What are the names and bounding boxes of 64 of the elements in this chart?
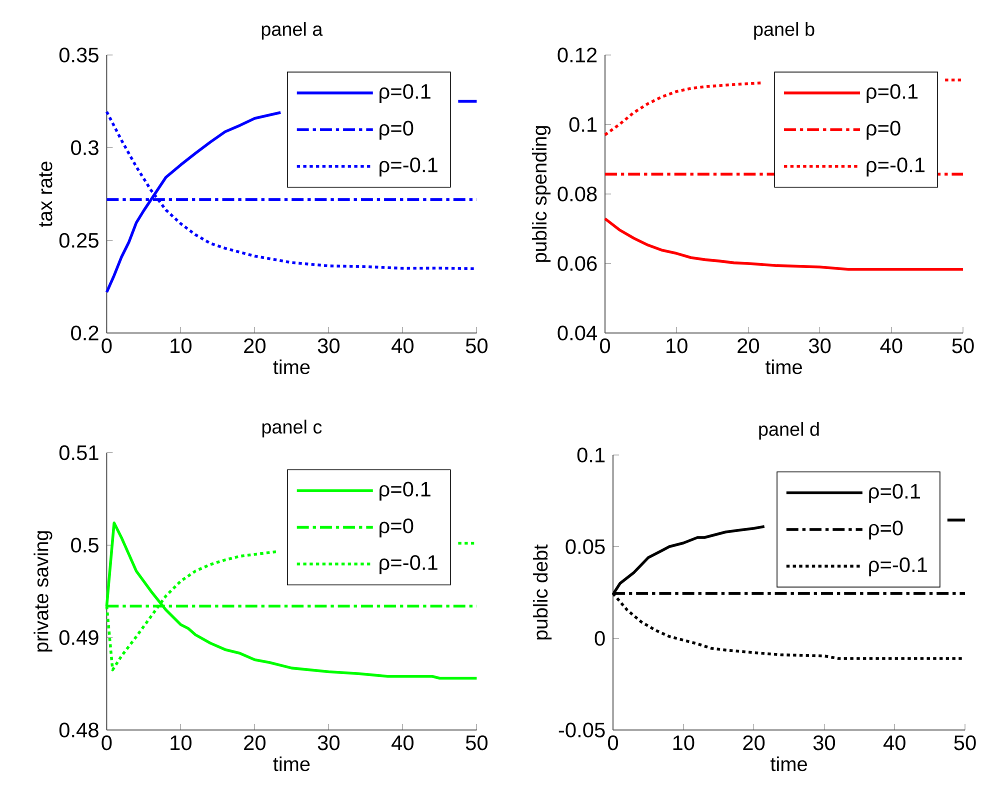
y-tick-label: -0.05 <box>558 722 605 738</box>
x-tick-label: 10 <box>170 735 192 750</box>
x-tick-label: 10 <box>666 338 688 354</box>
y-tick-label: 0 <box>594 630 605 646</box>
x-tick-label: 30 <box>813 735 836 750</box>
y-tick-label: 0.49 <box>59 630 98 645</box>
legend-label: ρ=0 <box>866 120 900 140</box>
y-tick-label: 0.08 <box>558 186 597 202</box>
y-tick-label: 0.1 <box>569 117 597 132</box>
y-tick-label: 0.06 <box>558 256 597 271</box>
chart-title: panel a <box>262 22 323 40</box>
legend-label: ρ=-0.1 <box>869 557 927 576</box>
x-tick-label: 20 <box>244 735 266 750</box>
y-tick-label: 0.48 <box>59 722 98 738</box>
x-tick-label: 20 <box>738 338 760 354</box>
y-tick-label: 0.2 <box>71 326 98 340</box>
y-axis-title: public spending <box>532 126 551 262</box>
y-tick-label: 0.12 <box>558 48 597 62</box>
x-tick-label: 0 <box>102 735 112 750</box>
y-axis-title: private saving <box>34 531 52 652</box>
chart-title: panel b <box>754 22 814 40</box>
x-axis-title: time <box>770 756 807 772</box>
x-tick-label: 30 <box>318 338 340 354</box>
y-axis-title: tax rate <box>39 162 52 227</box>
x-tick-label: 10 <box>170 338 192 354</box>
y-tick-label: 0.04 <box>558 326 597 340</box>
x-tick-label: 50 <box>466 338 488 354</box>
legend-label: ρ=-0.1 <box>380 555 438 574</box>
legend-label: ρ=0 <box>380 518 414 538</box>
y-tick-label: 0.25 <box>59 232 98 248</box>
x-tick-label: 50 <box>466 735 488 750</box>
x-tick-label: 20 <box>743 735 765 750</box>
chart-title: panel c <box>262 420 322 438</box>
legend-label: ρ=0.1 <box>866 84 918 104</box>
y-tick-label: 0.5 <box>71 538 98 553</box>
y-tick-label: 0.1 <box>577 448 605 462</box>
legend-label: ρ=0.1 <box>380 482 430 501</box>
x-tick-label: 40 <box>883 735 906 750</box>
x-tick-label: 50 <box>952 338 974 354</box>
legend-label: ρ=0 <box>869 520 903 540</box>
x-tick-label: 40 <box>392 338 414 354</box>
y-tick-label: 0.51 <box>59 445 98 460</box>
x-axis-title: time <box>765 360 802 374</box>
x-tick-label: 30 <box>318 735 340 750</box>
legend-label: ρ=0.1 <box>869 484 920 503</box>
x-tick-label: 0 <box>102 338 112 354</box>
x-axis-title: time <box>273 360 310 374</box>
y-tick-label: 0.05 <box>566 539 605 554</box>
legend-label: ρ=0.1 <box>380 84 430 104</box>
chart-title: panel d <box>759 422 819 440</box>
y-tick-label: 0.3 <box>71 140 98 156</box>
legend-label: ρ=-0.1 <box>380 158 438 176</box>
y-axis-title: public debt <box>533 544 552 640</box>
x-tick-label: 10 <box>673 735 694 750</box>
legend-label: ρ=0 <box>380 120 414 140</box>
x-tick-label: 50 <box>954 735 976 750</box>
x-axis-title: time <box>273 756 310 772</box>
x-tick-label: 20 <box>244 338 266 354</box>
legend-label: ρ=-0.1 <box>866 158 925 176</box>
x-tick-label: 0 <box>608 735 618 750</box>
y-tick-label: 0.35 <box>59 48 98 62</box>
x-tick-label: 30 <box>808 338 831 354</box>
x-tick-label: 40 <box>880 338 902 354</box>
x-tick-label: 40 <box>392 735 414 750</box>
